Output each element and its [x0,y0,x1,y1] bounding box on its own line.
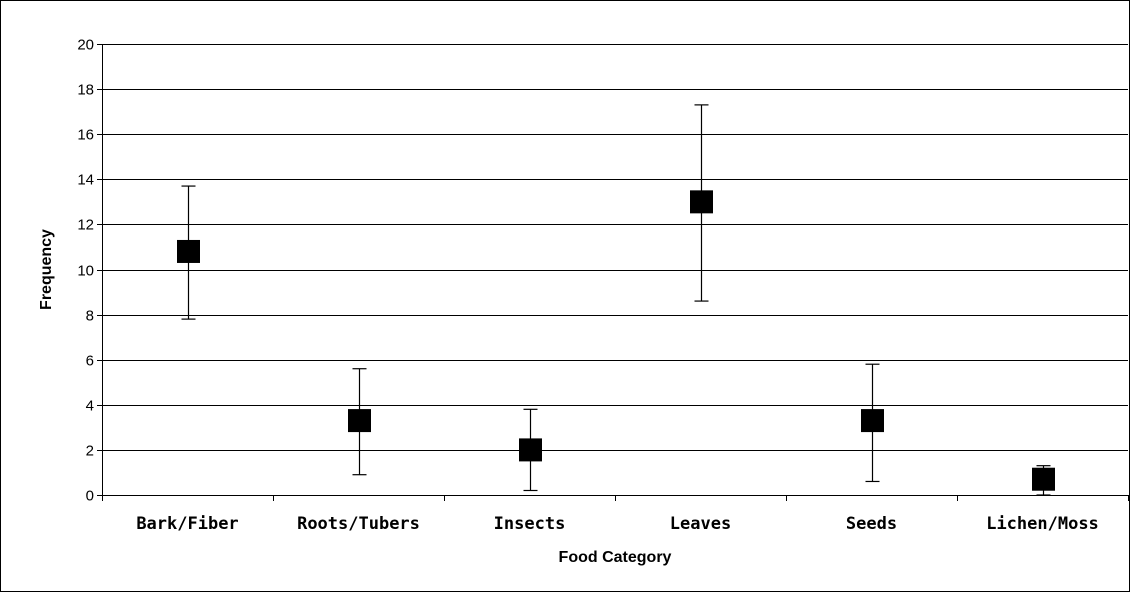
x-tick-label-leaves: Leaves [670,514,731,534]
data-point-0 [177,239,200,263]
x-tick-label-roots-tubers: Roots/Tubers [297,514,420,534]
x-tick-labels: Bark/Fiber Roots/Tubers Insects Leaves Seeds… [136,514,1098,534]
y-tick-label-14: 14 [77,172,94,189]
data-point-2 [519,438,542,462]
y-tick-label-4: 4 [86,398,94,415]
data-points [177,190,1055,491]
x-tick-label-insects: Insects [494,514,566,534]
y-tick-label-10: 10 [77,263,94,280]
x-tick-label-seeds: Seeds [846,514,897,534]
data-point-4 [861,409,884,433]
y-tick-label-6: 6 [86,353,94,370]
y-tick-label-12: 12 [77,217,94,234]
y-tick-label-0: 0 [86,488,94,505]
data-point-1 [348,409,371,433]
x-tick-label-bark-fiber: Bark/Fiber [136,514,238,534]
y-tick-label-16: 16 [77,127,94,144]
y-tick-labels: 0 2 4 6 8 10 12 14 16 18 20 [77,37,94,505]
x-tick-label-lichen-moss: Lichen/Moss [986,514,1099,534]
y-tick-label-18: 18 [77,82,94,99]
error-bars [181,104,1051,496]
gridlines [102,44,1128,451]
y-tick-label-20: 20 [77,37,94,54]
axes [97,44,1129,501]
y-tick-label-8: 8 [86,308,94,325]
y-axis-title: Frequency [38,229,55,310]
y-tick-label-2: 2 [86,443,94,460]
x-axis-title: Food Category [559,549,672,566]
data-point-3 [690,190,713,214]
data-point-5 [1032,467,1055,491]
